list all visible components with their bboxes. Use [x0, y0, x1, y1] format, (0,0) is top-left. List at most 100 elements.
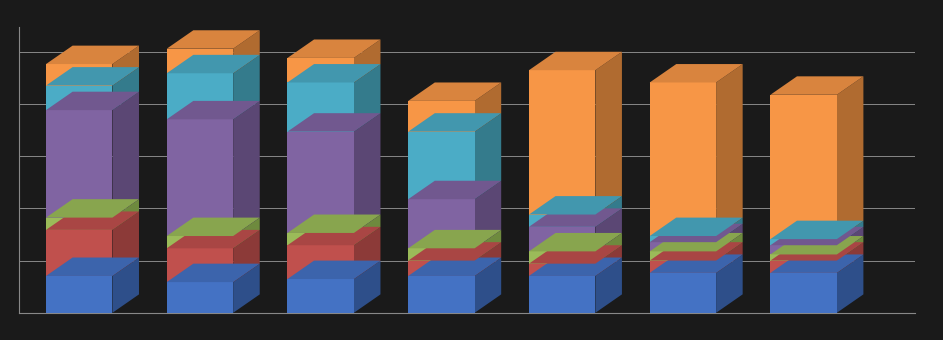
Polygon shape	[288, 113, 380, 132]
Polygon shape	[529, 276, 595, 313]
Polygon shape	[408, 101, 474, 132]
Polygon shape	[288, 245, 354, 279]
Polygon shape	[46, 92, 139, 110]
Polygon shape	[650, 233, 743, 251]
Polygon shape	[770, 76, 864, 95]
Polygon shape	[288, 64, 380, 83]
Polygon shape	[408, 113, 501, 132]
Polygon shape	[408, 83, 501, 101]
Polygon shape	[167, 282, 233, 313]
Polygon shape	[529, 264, 595, 276]
Polygon shape	[836, 242, 864, 273]
Polygon shape	[46, 46, 139, 64]
Polygon shape	[233, 264, 259, 313]
Polygon shape	[46, 276, 112, 313]
Polygon shape	[770, 227, 864, 245]
Polygon shape	[288, 260, 380, 279]
Polygon shape	[46, 199, 139, 218]
Polygon shape	[650, 273, 716, 313]
Polygon shape	[650, 242, 743, 260]
Polygon shape	[167, 218, 259, 236]
Polygon shape	[529, 245, 622, 264]
Polygon shape	[474, 181, 501, 248]
Polygon shape	[529, 215, 595, 227]
Polygon shape	[46, 86, 112, 110]
Polygon shape	[529, 257, 622, 276]
Polygon shape	[595, 245, 622, 276]
Polygon shape	[770, 95, 836, 239]
Polygon shape	[233, 55, 259, 119]
Polygon shape	[354, 227, 380, 279]
Polygon shape	[112, 67, 139, 110]
Polygon shape	[595, 196, 622, 227]
Polygon shape	[112, 92, 139, 218]
Polygon shape	[529, 251, 595, 264]
Polygon shape	[112, 257, 139, 313]
Polygon shape	[836, 221, 864, 245]
Polygon shape	[529, 227, 595, 251]
Polygon shape	[650, 251, 716, 260]
Polygon shape	[408, 248, 474, 260]
Polygon shape	[836, 254, 864, 313]
Polygon shape	[408, 242, 501, 260]
Polygon shape	[474, 257, 501, 313]
Polygon shape	[770, 239, 836, 245]
Polygon shape	[46, 67, 139, 86]
Polygon shape	[408, 260, 474, 276]
Polygon shape	[288, 58, 354, 83]
Polygon shape	[167, 230, 259, 248]
Polygon shape	[354, 215, 380, 245]
Polygon shape	[529, 70, 595, 215]
Polygon shape	[288, 83, 354, 132]
Polygon shape	[716, 218, 743, 242]
Polygon shape	[650, 254, 743, 273]
Polygon shape	[354, 64, 380, 132]
Polygon shape	[474, 230, 501, 260]
Polygon shape	[716, 254, 743, 313]
Polygon shape	[167, 119, 233, 236]
Polygon shape	[716, 224, 743, 251]
Polygon shape	[770, 221, 864, 239]
Polygon shape	[408, 230, 501, 248]
Polygon shape	[529, 196, 622, 215]
Polygon shape	[408, 132, 474, 199]
Polygon shape	[354, 260, 380, 313]
Polygon shape	[408, 199, 474, 248]
Polygon shape	[770, 245, 836, 254]
Polygon shape	[112, 211, 139, 276]
Polygon shape	[167, 55, 259, 73]
Polygon shape	[836, 236, 864, 260]
Polygon shape	[529, 208, 622, 227]
Polygon shape	[167, 30, 259, 49]
Polygon shape	[716, 242, 743, 273]
Polygon shape	[46, 110, 112, 218]
Polygon shape	[474, 83, 501, 132]
Polygon shape	[354, 113, 380, 233]
Polygon shape	[716, 64, 743, 236]
Polygon shape	[474, 113, 501, 199]
Polygon shape	[529, 233, 622, 251]
Polygon shape	[46, 230, 112, 276]
Polygon shape	[650, 236, 716, 242]
Polygon shape	[112, 46, 139, 86]
Polygon shape	[288, 215, 380, 233]
Polygon shape	[770, 254, 864, 273]
Polygon shape	[770, 242, 864, 260]
Polygon shape	[650, 224, 743, 242]
Polygon shape	[408, 181, 501, 199]
Polygon shape	[650, 64, 743, 83]
Polygon shape	[770, 236, 864, 254]
Polygon shape	[167, 101, 259, 119]
Polygon shape	[167, 264, 259, 282]
Polygon shape	[354, 39, 380, 83]
Polygon shape	[595, 52, 622, 215]
Polygon shape	[595, 257, 622, 313]
Polygon shape	[46, 218, 112, 230]
Polygon shape	[770, 260, 836, 273]
Polygon shape	[167, 236, 233, 248]
Polygon shape	[112, 199, 139, 230]
Polygon shape	[167, 73, 233, 119]
Polygon shape	[770, 273, 836, 313]
Polygon shape	[650, 218, 743, 236]
Polygon shape	[595, 208, 622, 251]
